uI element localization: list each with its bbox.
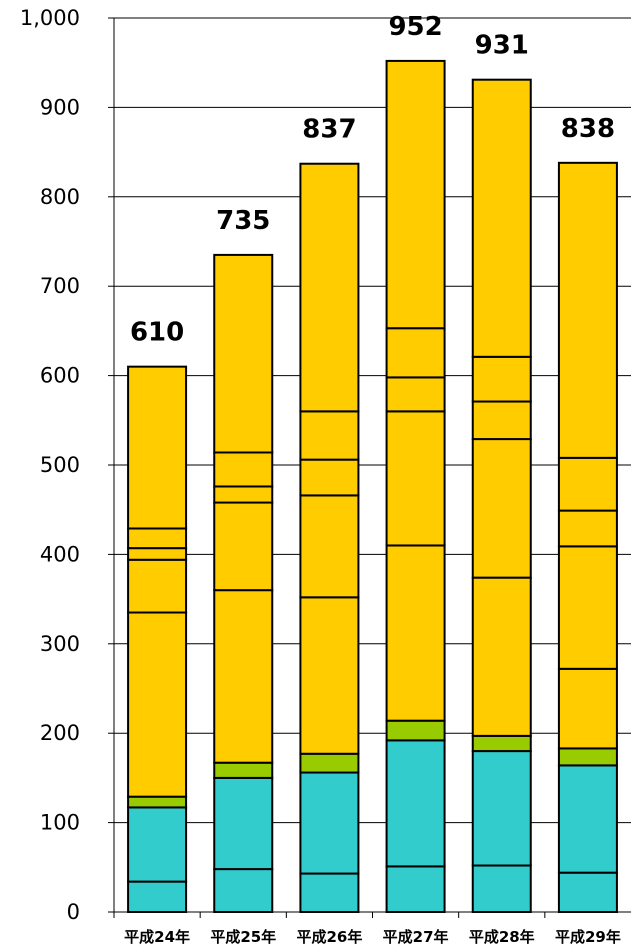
bar-segment bbox=[213, 501, 274, 592]
bar-segment bbox=[213, 589, 274, 764]
axes bbox=[108, 17, 631, 918]
bar-segment bbox=[213, 451, 274, 488]
bar-segment bbox=[385, 739, 446, 868]
bar-segment bbox=[127, 795, 188, 809]
y-tick-label: 100 bbox=[40, 811, 80, 835]
bar-segment bbox=[471, 864, 532, 914]
x-tick-label: 平成25年 bbox=[210, 928, 276, 946]
bar-segment bbox=[471, 78, 532, 358]
x-tick-label: 平成28年 bbox=[469, 928, 535, 946]
bar-segment bbox=[127, 365, 188, 530]
bar-total-label: 838 bbox=[561, 114, 615, 144]
y-tick-label: 700 bbox=[40, 274, 80, 298]
y-tick-label: 500 bbox=[40, 453, 80, 477]
bar-total-label: 952 bbox=[388, 12, 442, 42]
bar-segment bbox=[557, 456, 618, 512]
bar-segment bbox=[299, 771, 360, 875]
bar-segment bbox=[385, 376, 446, 413]
bar-segment bbox=[557, 667, 618, 750]
bar-segment bbox=[557, 747, 618, 767]
bar-total-label: 610 bbox=[130, 318, 184, 348]
bar-segment bbox=[213, 868, 274, 914]
bar-segment bbox=[299, 162, 360, 413]
y-tick-label: 1,000 bbox=[20, 6, 80, 30]
bar-segment bbox=[299, 752, 360, 774]
bar-segment bbox=[557, 871, 618, 913]
bar-total-label: 931 bbox=[475, 31, 529, 61]
bar-segment bbox=[299, 872, 360, 913]
x-tick-label: 平成24年 bbox=[124, 928, 190, 946]
bar-segment bbox=[213, 776, 274, 871]
bar-segment bbox=[299, 410, 360, 461]
y-tick-label: 0 bbox=[67, 900, 80, 924]
bar-segment bbox=[471, 750, 532, 867]
bar-segment bbox=[127, 611, 188, 798]
x-tick-label: 平成29年 bbox=[555, 928, 621, 946]
bar-segment bbox=[557, 161, 618, 459]
bar-segment bbox=[471, 438, 532, 579]
bar-segment bbox=[127, 806, 188, 883]
bar-segment bbox=[471, 576, 532, 737]
bar-segment bbox=[385, 544, 446, 722]
bar-total-label: 837 bbox=[302, 115, 356, 145]
grid-lines bbox=[114, 17, 631, 824]
bar-segment bbox=[557, 509, 618, 548]
bar-segment bbox=[213, 485, 274, 504]
x-tick-label: 平成27年 bbox=[383, 928, 449, 946]
bar-segment bbox=[213, 761, 274, 779]
bar-segment bbox=[557, 545, 618, 670]
bar-segment bbox=[385, 59, 446, 330]
bar-segment bbox=[385, 719, 446, 742]
bar-segment bbox=[471, 400, 532, 441]
labels: 0 100 200 300 400 500 600 700 800 900 1,000 610 平成24… bbox=[20, 6, 621, 946]
bar-segment bbox=[299, 494, 360, 599]
bars bbox=[127, 59, 618, 914]
bar-segment bbox=[127, 547, 188, 561]
bar-segment bbox=[471, 355, 532, 403]
bar-segment bbox=[557, 764, 618, 874]
bar-segment bbox=[127, 527, 188, 550]
y-tick-label: 300 bbox=[40, 632, 80, 656]
bar-segment bbox=[127, 558, 188, 614]
y-tick-label: 200 bbox=[40, 721, 80, 745]
bar-segment bbox=[127, 880, 188, 914]
bar-segment bbox=[471, 734, 532, 753]
bar-segment bbox=[385, 327, 446, 379]
bar-segment bbox=[299, 458, 360, 497]
y-tick-label: 400 bbox=[40, 542, 80, 566]
bar-segment bbox=[385, 410, 446, 547]
y-tick-label: 800 bbox=[40, 185, 80, 209]
y-tick-label: 600 bbox=[40, 364, 80, 388]
bar-segment bbox=[385, 865, 446, 914]
y-tick-label: 900 bbox=[40, 95, 80, 119]
x-tick-label: 平成26年 bbox=[296, 928, 362, 946]
bar-segment bbox=[299, 596, 360, 755]
bar-segment bbox=[213, 253, 274, 454]
bar-total-label: 735 bbox=[216, 206, 270, 236]
